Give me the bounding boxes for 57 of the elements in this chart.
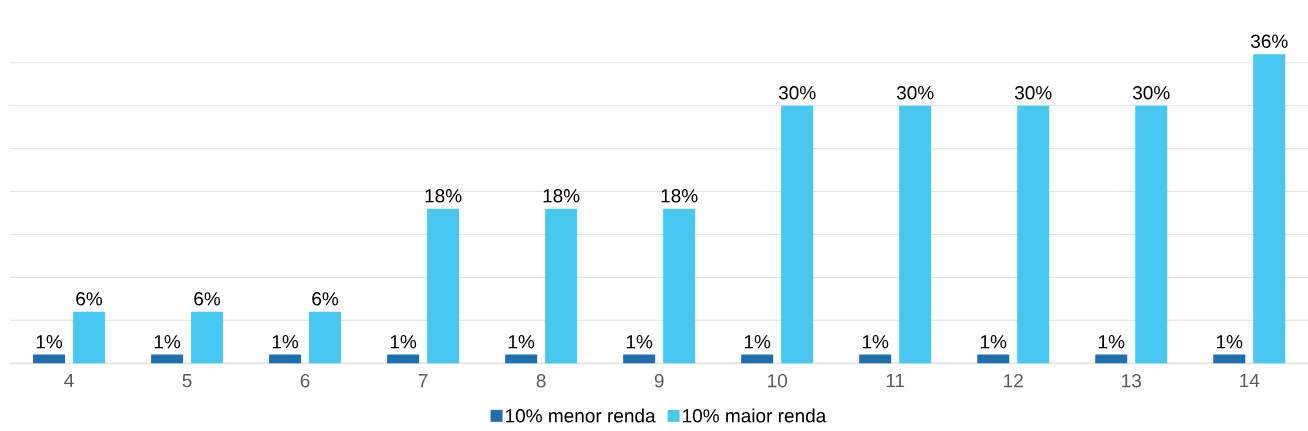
x-tick-label: 11	[886, 374, 905, 388]
bar	[73, 311, 106, 364]
bar	[1095, 354, 1128, 364]
data-label: 1%	[390, 335, 417, 349]
x-tick-label: 13	[1122, 373, 1141, 388]
data-label: 1%	[1216, 335, 1243, 349]
bar	[663, 208, 696, 364]
bar	[781, 105, 814, 364]
data-label: 1%	[744, 335, 771, 349]
data-label: 18%	[425, 189, 462, 203]
x-tick-label: 5	[182, 374, 192, 388]
data-label: 1%	[272, 335, 299, 349]
data-label: 1%	[36, 335, 63, 349]
bar	[977, 354, 1010, 364]
legend-label: 10% menor renda	[506, 408, 656, 423]
bar	[859, 354, 892, 364]
bar	[545, 208, 578, 364]
bar	[191, 311, 224, 364]
data-label: 30%	[778, 86, 816, 100]
bar	[899, 105, 932, 364]
bar	[309, 311, 342, 364]
x-tick-label: 8	[536, 373, 546, 388]
bar	[505, 354, 538, 364]
x-tick-label: 10	[768, 373, 787, 388]
bar	[33, 354, 66, 364]
x-tick-label: 14	[1240, 374, 1260, 388]
data-label: 1%	[1098, 335, 1125, 349]
data-label: 30%	[896, 86, 934, 100]
data-label: 1%	[980, 335, 1007, 349]
x-tick-label: 9	[654, 373, 664, 388]
data-label: 1%	[862, 335, 889, 349]
bar	[741, 354, 774, 364]
bar	[1253, 54, 1286, 364]
bar	[427, 208, 460, 364]
x-tick-label: 7	[418, 374, 428, 388]
x-tick-label: 6	[300, 373, 310, 388]
bar	[151, 354, 184, 364]
data-label: 18%	[543, 189, 580, 203]
data-label: 30%	[1132, 86, 1170, 100]
bar	[1017, 105, 1050, 364]
x-tick-label: 12	[1004, 373, 1023, 388]
bar	[269, 354, 302, 364]
data-label: 1%	[154, 335, 181, 349]
data-label: 18%	[661, 189, 698, 203]
data-label: 30%	[1014, 86, 1052, 100]
data-label: 1%	[508, 335, 535, 349]
data-label: 36%	[1250, 34, 1288, 48]
bar	[1135, 105, 1168, 364]
data-label: 6%	[194, 292, 221, 306]
data-label: 6%	[312, 292, 339, 306]
bar	[623, 354, 656, 364]
data-label: 6%	[76, 292, 103, 306]
bar	[387, 354, 420, 364]
x-tick-label: 4	[64, 374, 74, 388]
bar	[1213, 354, 1246, 364]
legend-label: 10% maior renda	[683, 408, 827, 423]
data-label: 1%	[626, 335, 653, 349]
